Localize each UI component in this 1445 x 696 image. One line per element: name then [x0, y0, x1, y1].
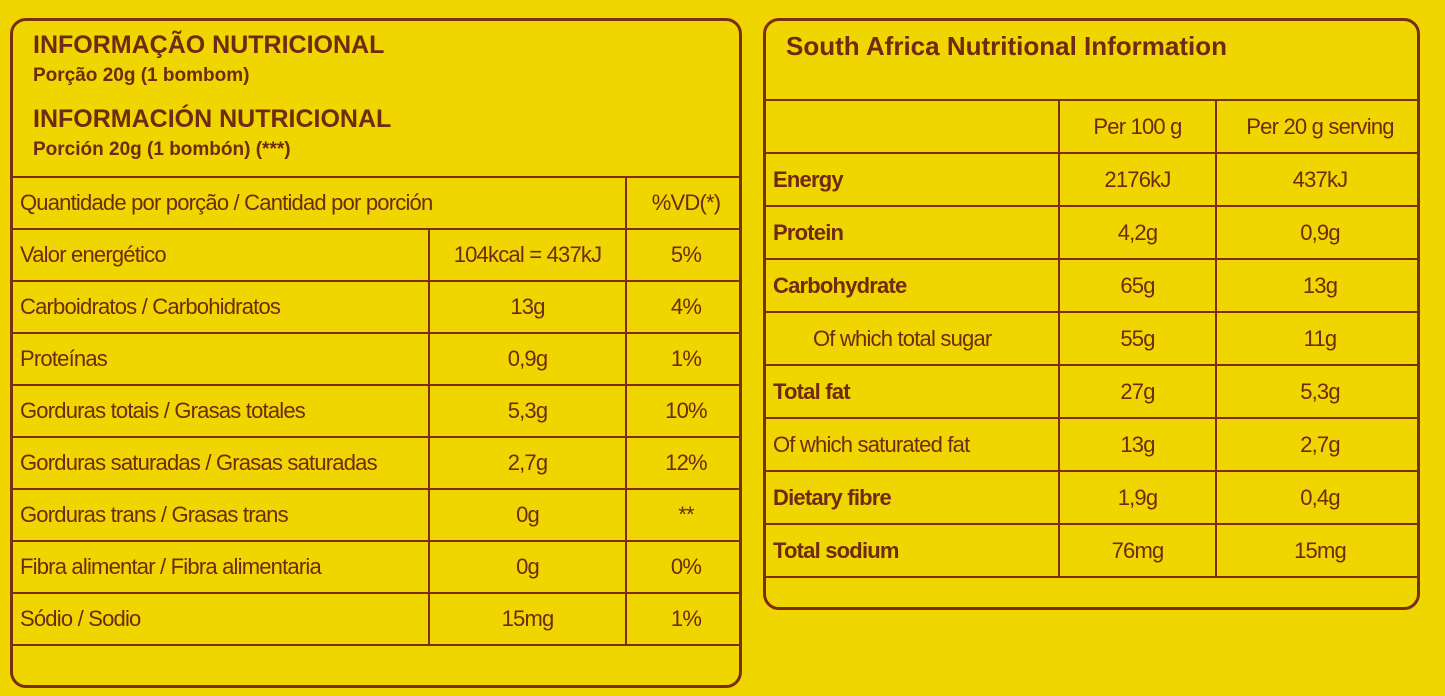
header-row: Per 100 g Per 20 g serving — [766, 99, 1417, 154]
cell: 2176kJ — [1058, 152, 1217, 207]
cell: 5,3g — [1215, 364, 1417, 419]
row: Dietary fibre 1,9g 0,4g — [766, 470, 1417, 525]
cell — [766, 99, 1060, 154]
cell: Of which saturated fat — [766, 417, 1060, 472]
cell: Total sodium — [766, 523, 1060, 578]
cell: 0g — [428, 488, 627, 542]
row: Sódio / Sodio 15mg 1% — [13, 592, 739, 646]
cell: 10% — [625, 384, 739, 438]
cell: Protein — [766, 205, 1060, 260]
cell: 2,7g — [428, 436, 627, 490]
cell: 5% — [625, 228, 739, 282]
row: Energy 2176kJ 437kJ — [766, 152, 1417, 207]
cell: 5,3g — [428, 384, 627, 438]
cell: 13g — [1215, 258, 1417, 313]
row: Gorduras totais / Grasas totales 5,3g 10% — [13, 384, 739, 438]
title: INFORMAÇÃO NUTRICIONAL — [33, 31, 385, 59]
cell: Fibra alimentar / Fibra alimentaria — [13, 540, 430, 594]
row: Proteínas 0,9g 1% — [13, 332, 739, 386]
cell: Proteínas — [13, 332, 430, 386]
cell: 11g — [1215, 311, 1417, 366]
table: Per 100 g Per 20 g serving Energy 2176kJ 43… — [766, 99, 1417, 578]
cell: Gorduras totais / Grasas totales — [13, 384, 430, 438]
cell: 55g — [1058, 311, 1217, 366]
row: Total sodium 76mg 15mg — [766, 523, 1417, 578]
cell: Energy — [766, 152, 1060, 207]
cell: 0% — [625, 540, 739, 594]
cell: 437kJ — [1215, 152, 1417, 207]
cell: 13g — [428, 280, 627, 334]
table: Quantidade por porção / Cantidad por por… — [13, 176, 739, 646]
row: Total fat 27g 5,3g — [766, 364, 1417, 419]
row: Carbohydrate 65g 13g — [766, 258, 1417, 313]
title: INFORMACIÓN NUTRICIONAL — [33, 105, 392, 133]
cell: 0,4g — [1215, 470, 1417, 525]
cell: 4,2g — [1058, 205, 1217, 260]
title: South Africa Nutritional Information — [786, 31, 1228, 61]
cell: Gorduras trans / Grasas trans — [13, 488, 430, 542]
row: Carboidratos / Carbohidratos 13g 4% — [13, 280, 739, 334]
cell: Per 20 g serving — [1215, 99, 1417, 154]
row: Of which total sugar 55g 11g — [766, 311, 1417, 366]
cell: 0,9g — [1215, 205, 1417, 260]
header-row: Quantidade por porção / Cantidad por por… — [13, 176, 739, 230]
cell: 1,9g — [1058, 470, 1217, 525]
cell: 0g — [428, 540, 627, 594]
row: Valor energético 104kcal = 437kJ 5% — [13, 228, 739, 282]
cell: 4% — [625, 280, 739, 334]
row: Fibra alimentar / Fibra alimentaria 0g 0% — [13, 540, 739, 594]
cell: %VD(*) — [625, 176, 739, 230]
cell: Quantidade por porção / Cantidad por por… — [13, 176, 627, 230]
cell: Total fat — [766, 364, 1060, 419]
cell: Per 100 g — [1058, 99, 1217, 154]
cell: 15mg — [1215, 523, 1417, 578]
brazil-panel: INFORMAÇÃO NUTRICIONAL Porção 20g (1 bom… — [10, 18, 742, 688]
cell: 15mg — [428, 592, 627, 646]
cell: 27g — [1058, 364, 1217, 419]
cell: Carbohydrate — [766, 258, 1060, 313]
cell: Dietary fibre — [766, 470, 1060, 525]
row: Of which saturated fat 13g 2,7g — [766, 417, 1417, 472]
cell: Of which total sugar — [766, 311, 1060, 366]
portion: Porción 20g (1 bombón) (***) — [33, 139, 291, 160]
row: Gorduras trans / Grasas trans 0g ** — [13, 488, 739, 542]
cell: 65g — [1058, 258, 1217, 313]
cell: Valor energético — [13, 228, 430, 282]
cell: 2,7g — [1215, 417, 1417, 472]
row: Gorduras saturadas / Grasas saturadas 2,7… — [13, 436, 739, 490]
row: Protein 4,2g 0,9g — [766, 205, 1417, 260]
cell: 1% — [625, 332, 739, 386]
cell: 12% — [625, 436, 739, 490]
cell: Gorduras saturadas / Grasas saturadas — [13, 436, 430, 490]
cell: 13g — [1058, 417, 1217, 472]
cell: 104kcal = 437kJ — [428, 228, 627, 282]
cell: 76mg — [1058, 523, 1217, 578]
cell: ** — [625, 488, 739, 542]
portion: Porção 20g (1 bombom) — [33, 65, 250, 86]
sa-panel: South Africa Nutritional Information Per… — [763, 18, 1420, 610]
cell: Sódio / Sodio — [13, 592, 430, 646]
cell: 1% — [625, 592, 739, 646]
cell: 0,9g — [428, 332, 627, 386]
cell: Carboidratos / Carbohidratos — [13, 280, 430, 334]
